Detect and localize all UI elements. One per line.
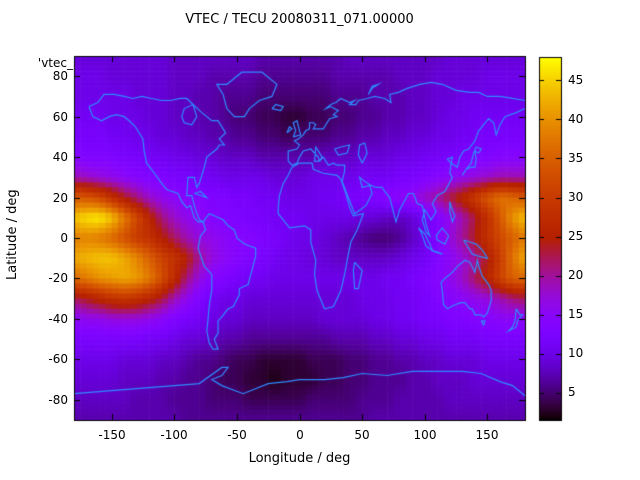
y-tick-label: -20 — [48, 271, 68, 285]
y-tick-label: 40 — [52, 150, 68, 164]
y-tick-label: -60 — [48, 352, 68, 366]
colorbar-tick-label: 30 — [568, 190, 584, 204]
y-tick-label: 0 — [60, 231, 68, 245]
y-axis-title: Latitude / deg — [5, 189, 20, 281]
x-tick-label: -150 — [98, 428, 126, 442]
plot-title: VTEC / TECU 20080311_071.00000 — [185, 12, 414, 27]
y-tick-label: 20 — [52, 191, 68, 205]
y-tick-label: 60 — [52, 110, 68, 124]
y-tick-label: -40 — [48, 312, 68, 326]
x-tick-label: -100 — [160, 428, 188, 442]
y-tick-label: 80 — [52, 69, 68, 83]
key-label: 'vtec_ — [37, 56, 73, 70]
colorbar-tick-label: 35 — [568, 151, 584, 165]
x-axis-title: Longitude / deg — [248, 451, 351, 466]
colorbar-tick-label: 25 — [568, 229, 584, 243]
x-tick-label: -50 — [227, 428, 247, 442]
x-tick-label: 0 — [296, 428, 304, 442]
colorbar-tick-label: 45 — [568, 73, 584, 87]
colorbar-tick-label: 5 — [568, 385, 576, 399]
y-tick-label: -80 — [48, 393, 68, 407]
x-tick-label: 50 — [354, 428, 370, 442]
colorbar-tick-label: 15 — [568, 307, 584, 321]
colorbar-tick-label: 20 — [568, 268, 584, 282]
x-tick-label: 100 — [413, 428, 437, 442]
colorbar-tick-label: 40 — [568, 112, 584, 126]
x-tick-label: 150 — [475, 428, 499, 442]
colorbar-tick-label: 10 — [568, 346, 584, 360]
